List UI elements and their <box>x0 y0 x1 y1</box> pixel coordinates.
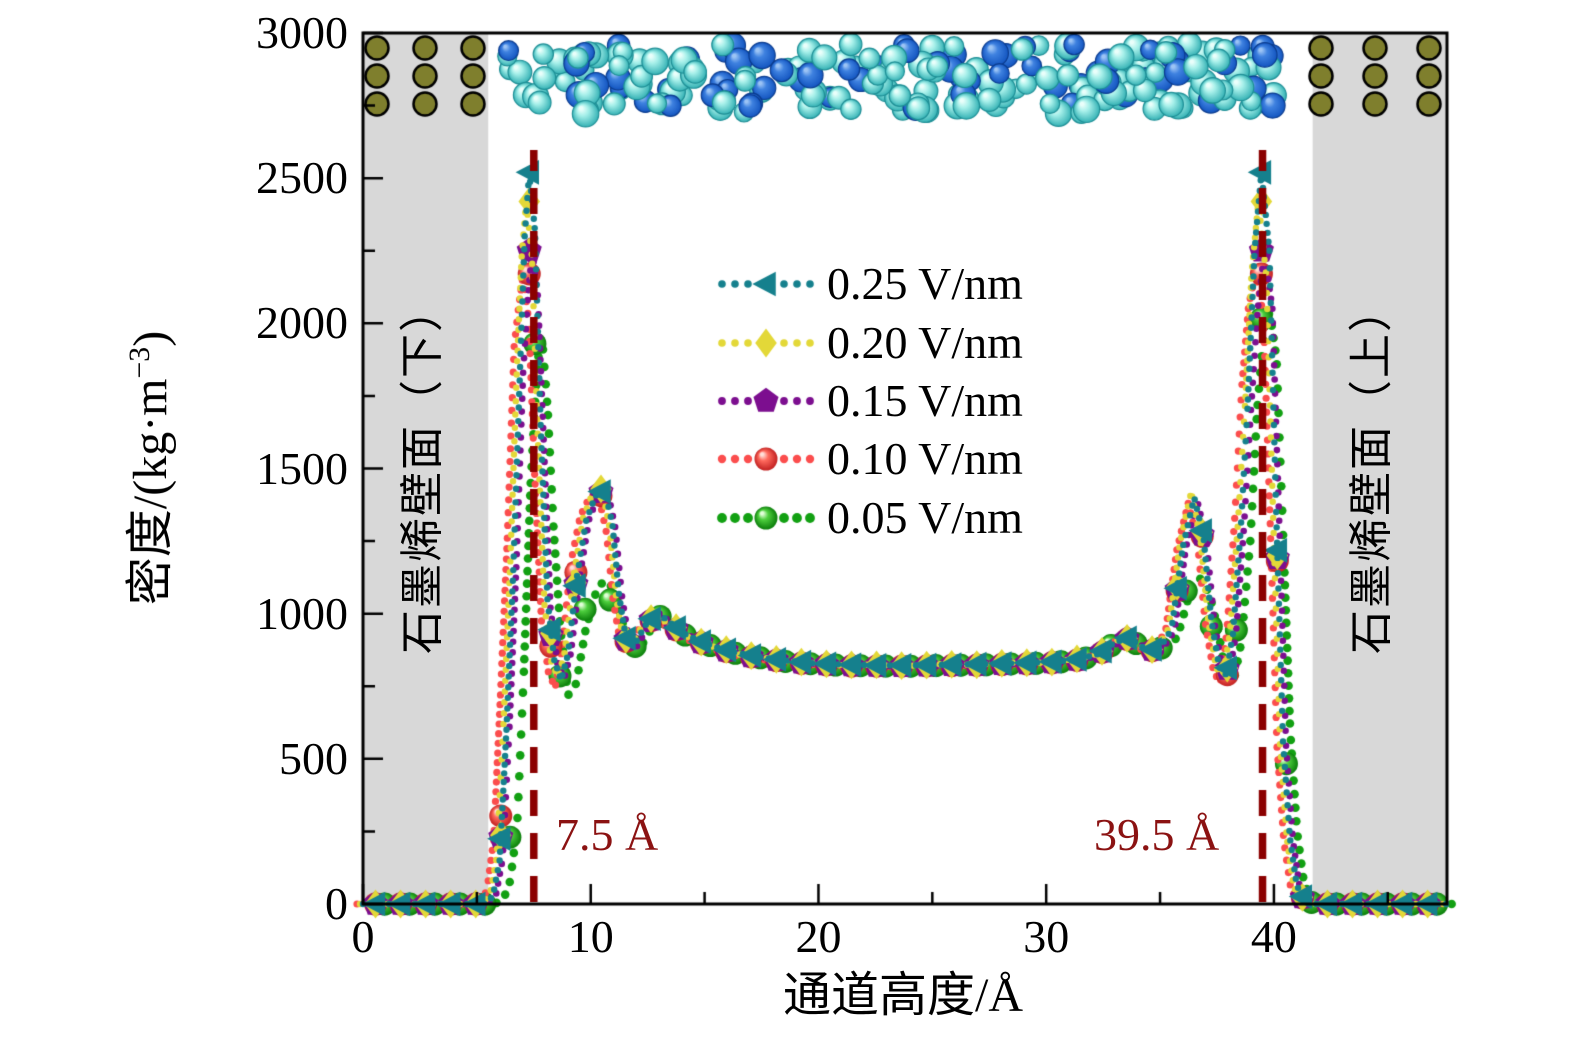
legend-label-025: 0.25 V/nm <box>827 258 1023 309</box>
x-tick-label-40: 40 <box>1250 911 1297 962</box>
y-axis-label-exponent: −3 <box>123 346 156 379</box>
y-tick-label-1000: 1000 <box>256 587 348 639</box>
x-tick-label-0: 0 <box>351 911 375 962</box>
legend-label-005: 0.05 V/nm <box>827 492 1023 543</box>
right-wall-label: 石墨烯壁面（上） <box>1347 286 1396 654</box>
left-wall-label: 石墨烯壁面（下） <box>398 286 447 654</box>
x-axis-label: 通道高度/Å <box>782 969 1024 1022</box>
x-tick-label-10: 10 <box>567 911 614 962</box>
y-axis-label-text: 密度/(kg·m <box>124 378 177 606</box>
y-tick-label-1500: 1500 <box>256 442 348 494</box>
legend-label-020: 0.20 V/nm <box>827 317 1023 368</box>
annotation-7-5-angstrom: 7.5 Å <box>556 809 659 860</box>
x-tick-label-20: 20 <box>795 911 842 962</box>
y-tick-label-3000: 3000 <box>256 7 348 58</box>
annotation-39-5-angstrom: 39.5 Å <box>1094 809 1220 860</box>
y-tick-label-0: 0 <box>325 878 348 929</box>
y-tick-label-2000: 2000 <box>256 297 348 349</box>
legend-label-010: 0.10 V/nm <box>827 433 1023 484</box>
y-tick-label-500: 500 <box>279 732 348 784</box>
legend-label-015: 0.15 V/nm <box>827 375 1023 426</box>
x-tick-label-30: 30 <box>1023 911 1070 962</box>
y-tick-label-2500: 2500 <box>256 152 348 204</box>
